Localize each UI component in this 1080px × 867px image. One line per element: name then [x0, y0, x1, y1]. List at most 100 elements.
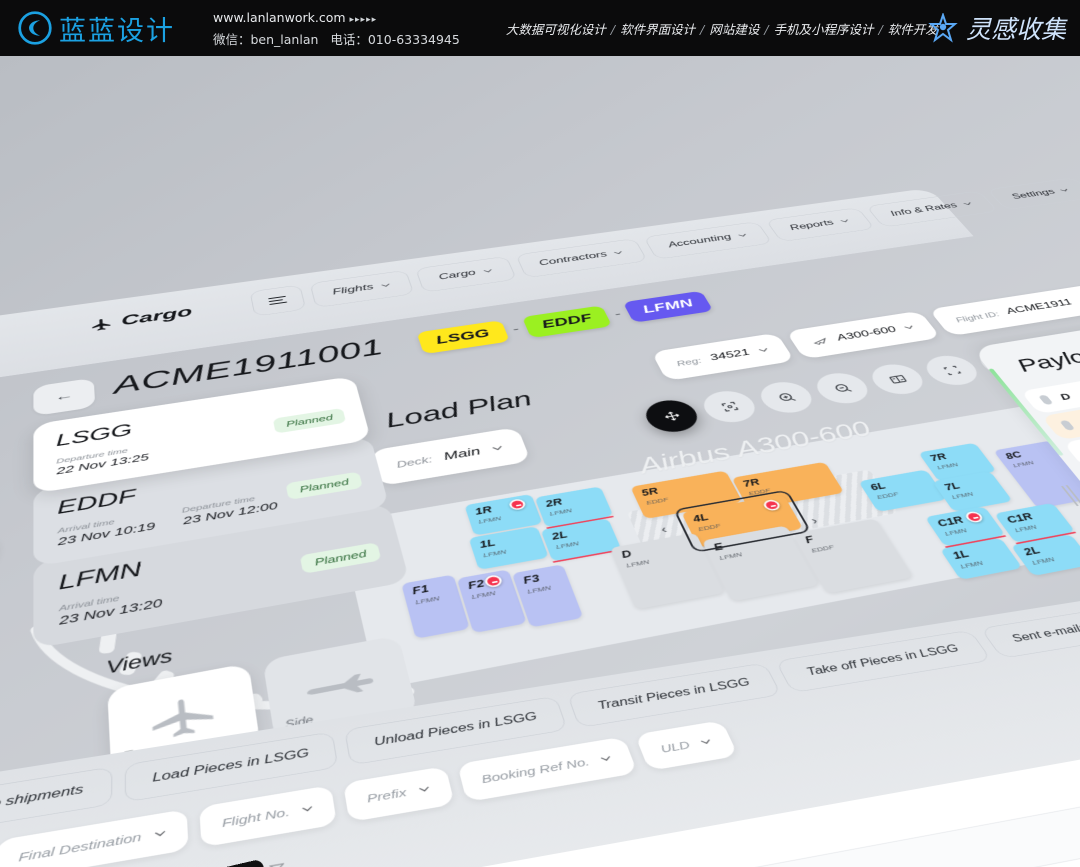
leg-times: Arrival time 23 Nov 13:20	[59, 549, 382, 628]
service-item: 手机及小程序设计	[773, 21, 874, 37]
cargo-cell-4L[interactable]: 4L EDDF	[681, 494, 804, 548]
watermark-banner: 蓝蓝设计 www.lanlanwork.com ▸▸▸▸▸ 微信：ben_lan…	[0, 0, 1080, 56]
cargo-cell-7L[interactable]: 7L LFMN	[932, 471, 1013, 512]
time-value: 23 Nov 13:20	[59, 596, 163, 628]
cell-destination: LFMN	[1012, 523, 1039, 534]
route-badge-EDDF[interactable]: EDDF	[522, 305, 613, 339]
hatched-strip	[626, 469, 899, 559]
cargo-cell-F3[interactable]: F3 LFMN	[511, 564, 584, 628]
lanlan-logo-icon	[18, 11, 52, 45]
service-item: 软件界面设计	[620, 21, 696, 37]
cell-destination: LFMN	[554, 540, 580, 551]
cell-destination: LFMN	[548, 507, 573, 518]
cell-destination: LFMN	[958, 559, 985, 571]
cell-position: 2L	[1021, 544, 1043, 558]
route-badge-LFMN[interactable]: LFMN	[622, 290, 714, 323]
cell-position: C1R	[934, 514, 966, 529]
payload-title: Payload	[1010, 341, 1080, 376]
cell-destination: LFMN	[1030, 555, 1057, 567]
select-a300-600[interactable]: A300-600	[785, 310, 942, 360]
cargo-cell-2L[interactable]: 2L LFMN	[1010, 534, 1080, 577]
selected-cell-outline	[673, 489, 812, 553]
plane-side-icon	[305, 671, 376, 702]
cell-destination: LFMN	[414, 594, 441, 607]
zoom-out-icon	[829, 381, 855, 396]
cargo-cell-1R[interactable]: 1R LFMN	[464, 494, 543, 536]
tool-compare[interactable]	[864, 361, 931, 398]
leg-times: Arrival time 23 Nov 10:19 Departure time…	[58, 478, 364, 549]
tool-zoom-in[interactable]	[753, 379, 820, 416]
nav-item-label: Flights	[331, 282, 375, 297]
cell-destination: EDDF	[644, 496, 670, 507]
service-separator: /	[700, 21, 705, 37]
nav-item-label: Accounting	[666, 233, 734, 250]
cell-position: F1	[410, 583, 430, 597]
cargo-cell-E[interactable]: E LFMN	[701, 525, 820, 602]
cell-position: 7R	[927, 451, 949, 464]
cargo-cell-1L[interactable]: 1L LFMN	[468, 526, 549, 570]
nav-item-label: Contractors	[537, 250, 609, 268]
back-button[interactable]: ←	[33, 377, 96, 417]
move-icon	[659, 408, 685, 423]
tool-move[interactable]	[639, 397, 704, 436]
compare-icon	[884, 372, 911, 386]
cargo-cell-C1R[interactable]: C1R LFMN	[994, 502, 1076, 543]
chevron-down-icon	[600, 755, 612, 762]
cell-position: C1R	[1004, 511, 1036, 526]
cell-position: F2	[466, 577, 486, 592]
cargo-cell-C1R[interactable]: C1R LFMN	[924, 506, 1006, 547]
nav-item-settings[interactable]: Settings	[986, 177, 1080, 211]
loadplan-title: Load Plan	[382, 387, 536, 433]
tool-zoom-out[interactable]	[809, 370, 876, 407]
time-value: 23 Nov 12:00	[182, 499, 279, 528]
tool-fit[interactable]	[918, 352, 986, 389]
route-badge-LSGG[interactable]: LSGG	[416, 320, 510, 355]
chevron-down-icon	[1059, 188, 1070, 192]
deck-select[interactable]: Deck: Main	[369, 427, 531, 487]
arrow-glyphs: ▸▸▸▸▸	[349, 14, 378, 25]
chevron-down-icon	[491, 445, 503, 451]
cell-position: 2R	[543, 496, 564, 509]
chevron-down-icon	[839, 219, 850, 223]
prev-position-arrow[interactable]: ‹	[658, 523, 670, 536]
cell-position: 6L	[868, 480, 888, 493]
cell-position: D	[619, 548, 634, 561]
service-item: 大数据可视化设计	[505, 21, 606, 37]
cargo-cell-F2[interactable]: F2 LFMN	[456, 569, 527, 634]
chevron-down-icon	[381, 283, 391, 288]
deck-label: Deck:	[395, 453, 434, 470]
time-block: Arrival time 23 Nov 10:19	[57, 511, 156, 549]
cargo-cell-D[interactable]: D LFMN	[609, 532, 726, 610]
cargo-cell-2R[interactable]: 2R LFMN	[534, 486, 614, 528]
time-label: Departure time	[181, 494, 256, 515]
chevron-down-icon	[613, 250, 624, 254]
chevron-down-icon	[903, 325, 915, 330]
cargo-cell-1L[interactable]: 1L LFMN	[939, 537, 1023, 580]
cargo-cell-5R[interactable]: 5R EDDF	[630, 470, 743, 520]
cell-destination: LFMN	[1011, 459, 1036, 469]
chevron-down-icon	[758, 347, 770, 352]
next-position-arrow[interactable]: ›	[808, 514, 821, 528]
time-label: Arrival time	[58, 593, 120, 614]
cell-destination: LFMN	[624, 558, 651, 570]
select-reg-[interactable]: Reg: 34521	[651, 332, 795, 382]
cargo-cell-F1[interactable]: F1 LFMN	[401, 574, 470, 639]
select-flight-id-[interactable]: Flight ID: ACME1911001	[928, 283, 1080, 337]
cell-destination: LFMN	[482, 548, 508, 559]
cell-destination: EDDF	[875, 490, 901, 501]
cargo-cell-2L[interactable]: 2L LFMN	[540, 518, 622, 562]
time-label: Arrival time	[57, 517, 115, 536]
service-item: 软件开发	[887, 21, 938, 37]
cell-position: 1L	[950, 548, 972, 562]
inspiration-brand: 灵感收集	[928, 10, 1066, 46]
services-list: 大数据可视化设计 / 软件界面设计 / 网站建设 / 手机及小程序设计 / 软件开发	[506, 19, 938, 38]
cell-position: 1R	[473, 504, 494, 517]
tool-resize[interactable]	[697, 387, 762, 426]
nav-item-label: Cargo	[437, 268, 478, 282]
select-label: Reg:	[674, 355, 704, 368]
filter-placeholder: Final Destination	[17, 830, 142, 865]
service-separator: /	[878, 21, 883, 37]
cell-destination: EDDF	[696, 522, 722, 533]
route-dash: -	[611, 307, 624, 320]
cargo-cell-F[interactable]: F EDDF	[792, 518, 914, 594]
